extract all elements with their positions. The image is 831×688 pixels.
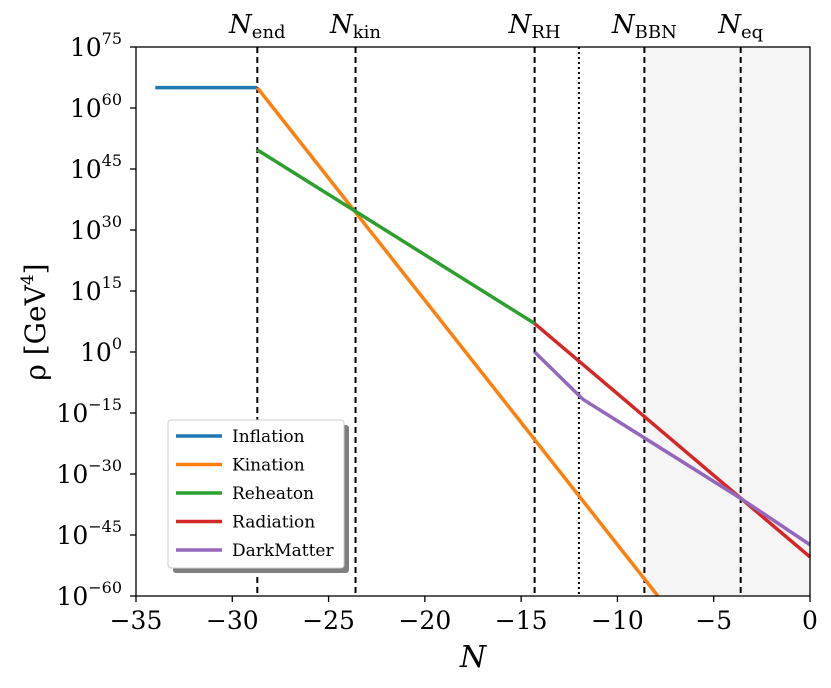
legend-label-darkmatter: DarkMatter <box>232 541 334 561</box>
y-tick-label: 10−45 <box>56 517 122 550</box>
series-line-reheaton <box>256 148 536 326</box>
y-tick-label: 1015 <box>70 273 122 306</box>
x-tick-label: −25 <box>302 606 355 635</box>
y-tick-label: 10−15 <box>56 395 122 428</box>
y-tick-label: 1075 <box>70 29 122 62</box>
legend-box <box>167 419 345 569</box>
vline-label-RH: NRH <box>508 10 561 43</box>
x-tick-label: −20 <box>398 606 451 635</box>
x-tick-label: −30 <box>206 606 259 635</box>
vline-label-end: Nend <box>228 10 286 43</box>
x-tick-label: −10 <box>591 606 644 635</box>
x-tick-label: −15 <box>495 606 548 635</box>
legend-label-reheaton: Reheaton <box>232 484 314 504</box>
series-group <box>155 85 812 598</box>
x-axis-label: N <box>459 640 488 675</box>
y-axis-ticks: 1075 1060 1045 1030 1015 100 10−15 10−30 10−45 10… <box>56 29 136 611</box>
vline-label-eq: Neq <box>717 10 763 43</box>
series-line-darkmatter <box>533 350 811 547</box>
vline-label-BBN: NBBN <box>611 10 677 43</box>
legend-label-kination: Kination <box>232 456 305 476</box>
shaded-region <box>644 47 810 596</box>
legend-label-inflation: Inflation <box>232 427 305 447</box>
y-tick-label: 1045 <box>70 151 122 184</box>
epoch-labels: Nend Nkin NRH NBBN Neq <box>228 10 763 43</box>
y-tick-label: 1030 <box>70 212 122 245</box>
y-tick-label: 100 <box>80 334 122 367</box>
series-line-kination <box>255 86 660 598</box>
y-tick-label: 1060 <box>70 90 122 123</box>
x-tick-label: −35 <box>110 606 163 635</box>
legend: Inflation Kination Reheaton Radiation DarkMa… <box>167 419 349 573</box>
x-tick-label: −5 <box>695 606 732 635</box>
plot-frame <box>135 46 811 597</box>
x-tick-label: 0 <box>802 606 818 635</box>
y-tick-label: 10−60 <box>56 578 122 611</box>
x-axis-ticks: −35 −30 −25 −20 −15 −10 −5 0 <box>110 596 818 635</box>
vline-label-kin: Nkin <box>329 10 381 43</box>
legend-label-radiation: Radiation <box>232 513 315 533</box>
y-axis-label: ρ [GeV4] <box>18 263 52 380</box>
series-line-radiation <box>533 322 812 559</box>
y-tick-label: 10−30 <box>56 456 122 489</box>
